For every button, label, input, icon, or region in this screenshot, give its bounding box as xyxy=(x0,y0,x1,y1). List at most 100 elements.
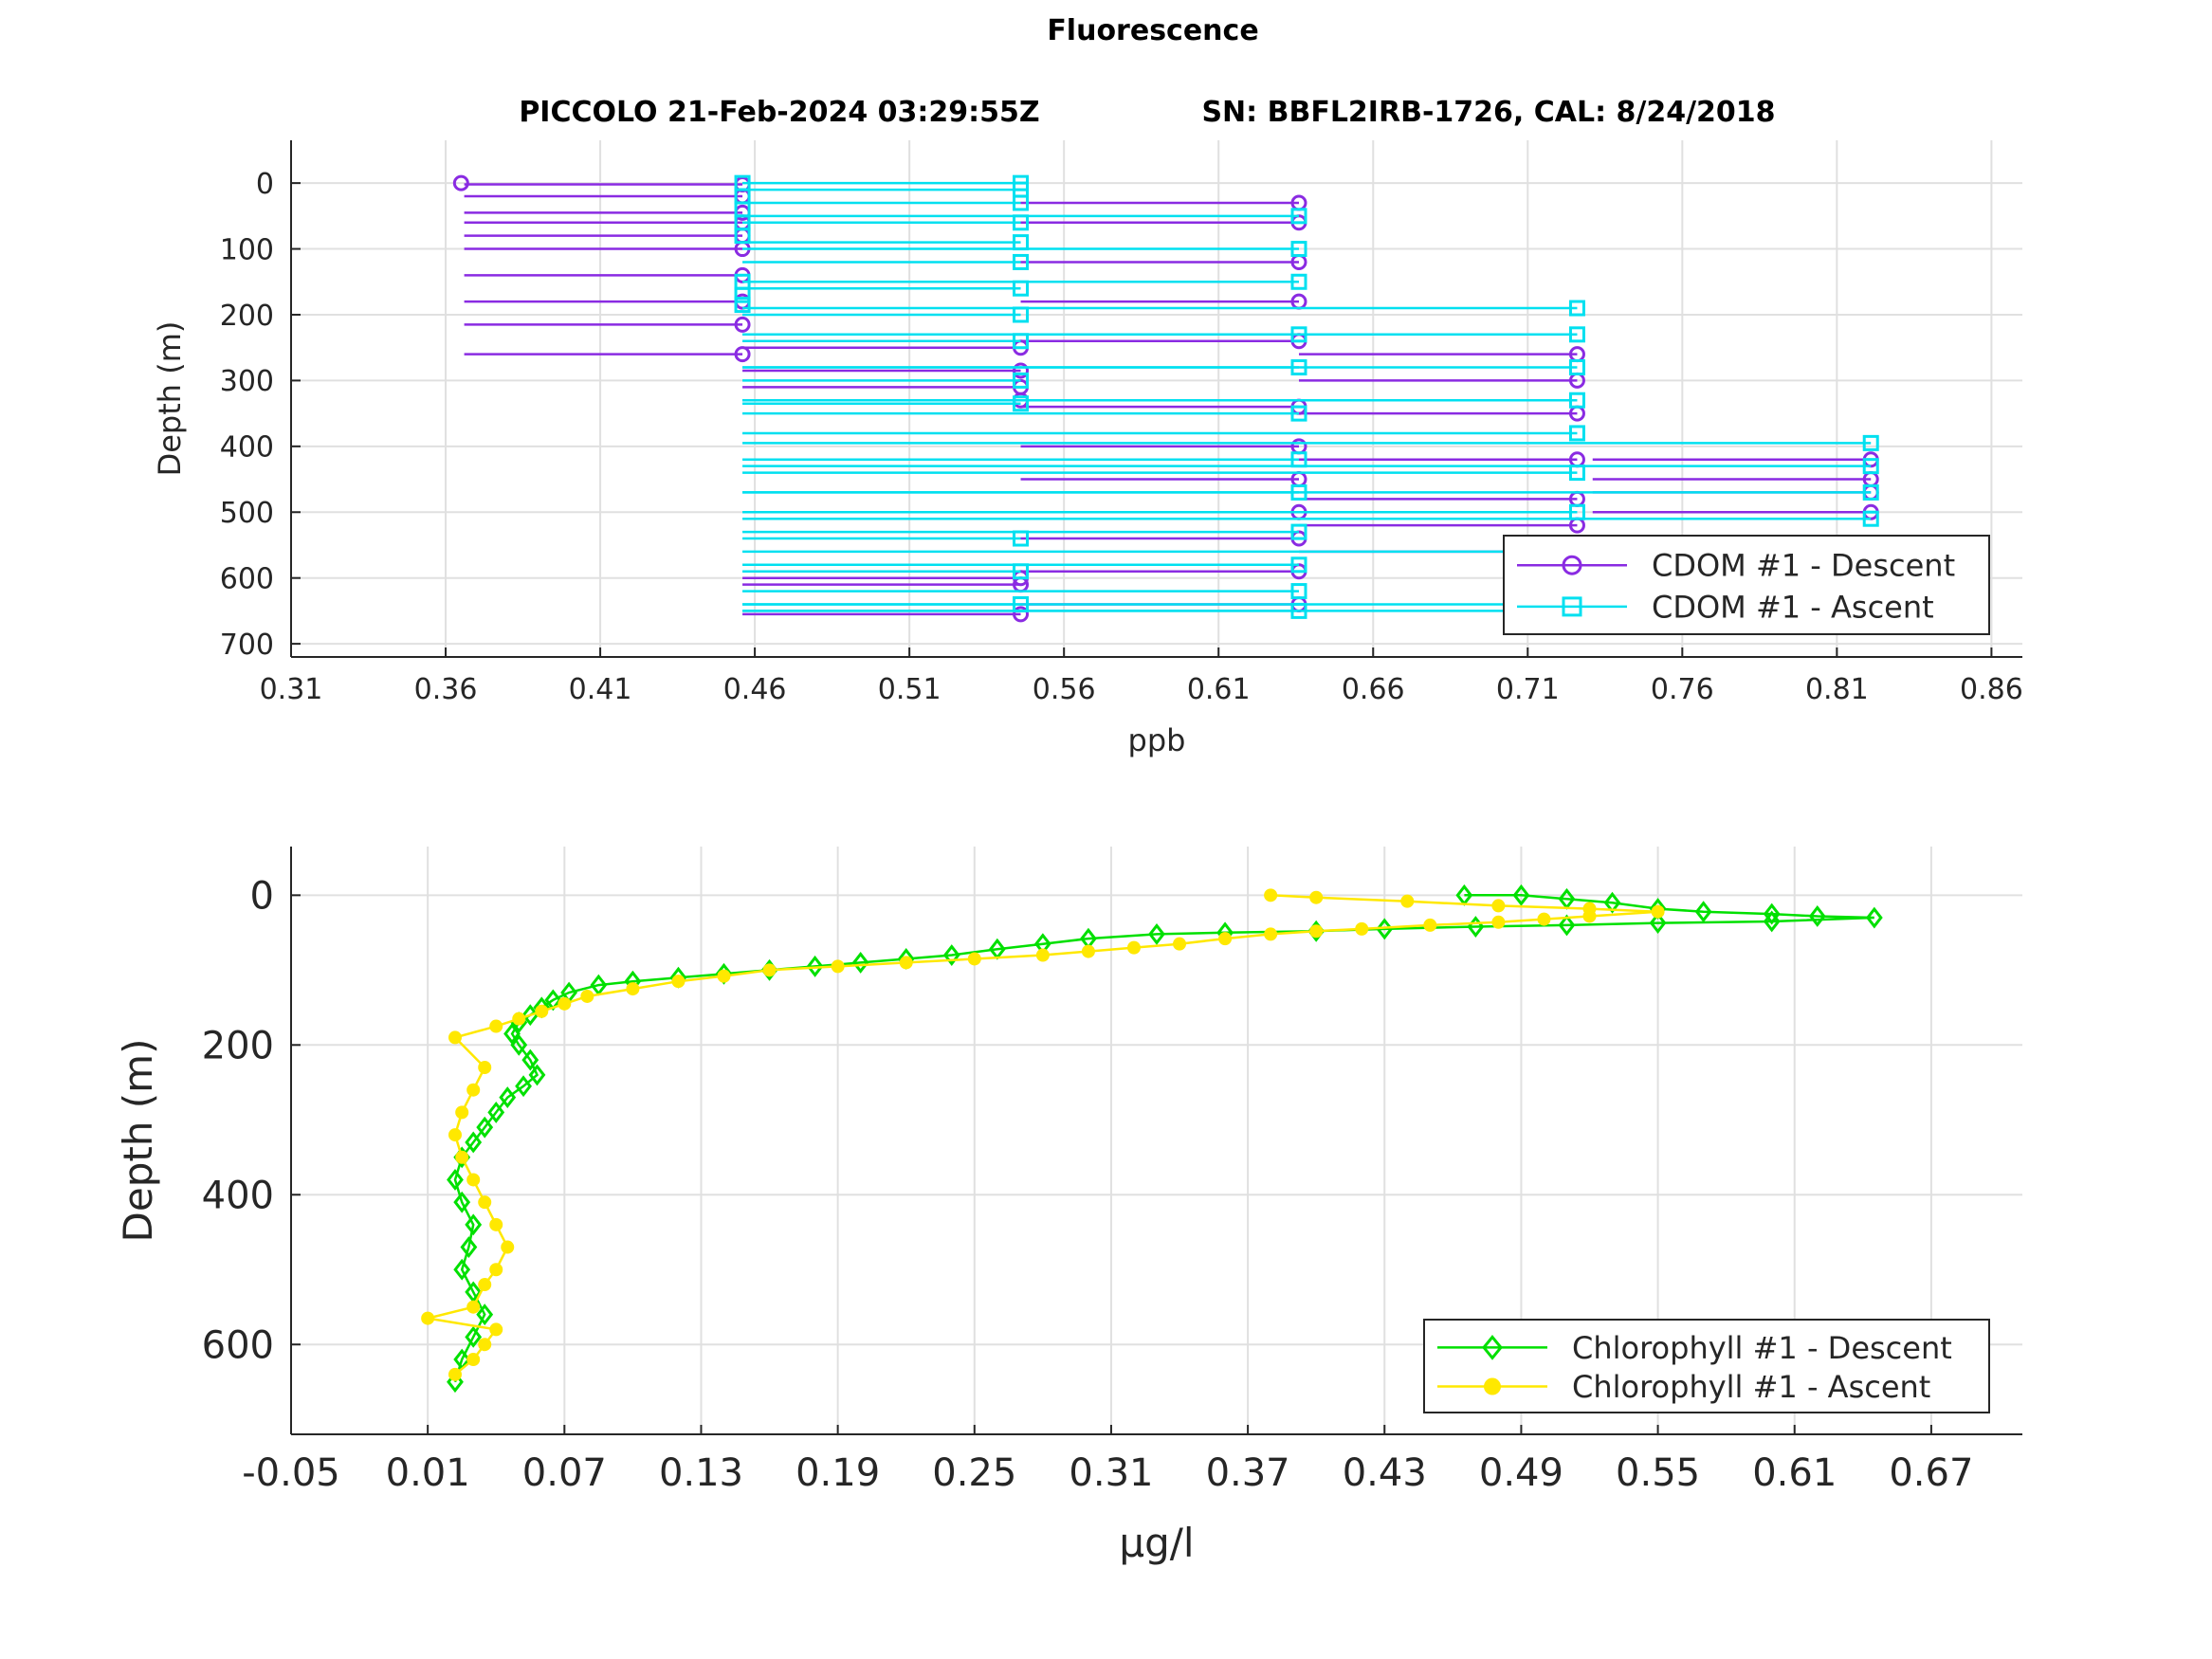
data-point xyxy=(1309,924,1324,939)
data-point xyxy=(535,1004,549,1018)
data-point xyxy=(734,286,751,303)
data-point xyxy=(478,1338,492,1352)
data-point xyxy=(455,1150,469,1164)
data-point xyxy=(1763,902,1781,925)
x-tick-label: 0.81 xyxy=(1805,673,1869,706)
data-point xyxy=(1568,359,1585,376)
data-point xyxy=(1013,194,1030,211)
data-point xyxy=(489,1217,503,1231)
legend-label: CDOM #1 - Descent xyxy=(1652,548,1955,584)
data-point xyxy=(1013,280,1030,297)
x-tick-label: 0.55 xyxy=(1616,1451,1700,1495)
data-point xyxy=(1013,372,1030,389)
cdom-plot: 0.31 0.36 0.41 0.46 0.51 0.56 0.61 0.66 0.71 0.76… xyxy=(152,140,2023,758)
data-point xyxy=(1290,523,1307,540)
data-point xyxy=(1862,483,1879,501)
y-tick-label: 200 xyxy=(220,300,274,333)
data-point xyxy=(1290,326,1307,343)
data-point xyxy=(734,297,751,314)
y-tick-label: 700 xyxy=(220,629,274,662)
data-point xyxy=(1126,940,1141,955)
x-tick-label: 0.31 xyxy=(1069,1451,1153,1495)
x-tick-label: 0.76 xyxy=(1651,673,1714,706)
figure-title: Fluorescence xyxy=(1047,14,1258,47)
data-point xyxy=(510,1033,528,1056)
data-point xyxy=(489,1019,503,1033)
data-point xyxy=(1568,300,1585,317)
data-point xyxy=(478,1195,492,1210)
data-point xyxy=(1013,253,1030,270)
y-tick-label: 400 xyxy=(220,431,274,465)
data-point xyxy=(453,1258,471,1281)
legend-label: Chlorophyll #1 - Descent xyxy=(1572,1330,1952,1366)
data-point xyxy=(1562,555,1582,575)
data-point xyxy=(762,963,777,977)
data-point xyxy=(1568,326,1585,343)
data-point xyxy=(1423,918,1437,932)
x-tick-label: 0.49 xyxy=(1479,1451,1563,1495)
data-point xyxy=(1290,359,1307,376)
y-axis-label: Depth (m) xyxy=(115,1039,161,1243)
data-point xyxy=(476,1304,494,1326)
data-point xyxy=(465,1325,483,1348)
data-point xyxy=(466,1300,481,1314)
data-point xyxy=(1865,906,1883,929)
data-point xyxy=(1376,918,1394,940)
data-point xyxy=(1309,890,1324,904)
data-point xyxy=(734,228,751,245)
data-point xyxy=(1537,912,1551,926)
data-point xyxy=(1148,922,1165,945)
data-point xyxy=(421,1311,435,1325)
x-tick-label: 0.71 xyxy=(1496,673,1560,706)
data-point xyxy=(466,1353,481,1367)
data-point xyxy=(1013,530,1030,547)
data-point xyxy=(1484,1377,1501,1395)
data-point xyxy=(466,1083,481,1097)
x-tick-label: 0.67 xyxy=(1889,1451,1973,1495)
data-point xyxy=(671,975,686,989)
legend-box xyxy=(1423,1319,1990,1413)
data-point xyxy=(465,1213,483,1236)
data-point xyxy=(521,1004,539,1027)
data-point xyxy=(499,1086,517,1109)
data-point xyxy=(1013,214,1030,231)
x-tick-label: 0.46 xyxy=(723,673,787,706)
data-point xyxy=(1290,483,1307,501)
y-tick-label: 0 xyxy=(250,875,274,919)
data-point xyxy=(734,316,751,333)
data-point xyxy=(1862,458,1879,475)
data-point xyxy=(1491,899,1506,913)
data-point xyxy=(501,1240,515,1254)
data-point xyxy=(1290,208,1307,225)
figure-subtitle-right: SN: BBFL2IRB-1726, CAL: 8/24/2018 xyxy=(1201,96,1775,129)
data-point xyxy=(1568,392,1585,409)
data-point xyxy=(448,1128,462,1142)
legend-label: Chlorophyll #1 - Ascent xyxy=(1572,1369,1930,1405)
y-tick-label: 100 xyxy=(220,233,274,266)
legend-box xyxy=(1503,535,1990,635)
data-point xyxy=(1603,891,1621,914)
data-point xyxy=(512,1012,526,1026)
data-point xyxy=(453,1191,471,1213)
data-point xyxy=(455,1105,469,1120)
data-point xyxy=(734,346,751,363)
data-point xyxy=(452,174,469,191)
x-tick-label: 0.13 xyxy=(659,1451,743,1495)
data-point xyxy=(1081,944,1095,958)
data-point xyxy=(1013,234,1030,251)
data-point xyxy=(1290,241,1307,258)
data-point xyxy=(831,959,845,974)
data-point xyxy=(1290,273,1307,290)
data-point xyxy=(1290,602,1307,619)
x-axis-label: μg/l xyxy=(1119,1520,1194,1566)
series-1 xyxy=(734,174,1879,619)
x-tick-label: 0.25 xyxy=(932,1451,1016,1495)
figure-subtitle-left: PICCOLO 21-Feb-2024 03:29:55Z xyxy=(519,96,1039,129)
data-point xyxy=(487,1101,505,1123)
x-tick-label: 0.66 xyxy=(1342,673,1405,706)
data-point xyxy=(1558,914,1576,937)
x-tick-label: 0.31 xyxy=(260,673,323,706)
data-point xyxy=(626,982,640,996)
data-point xyxy=(489,1322,503,1337)
